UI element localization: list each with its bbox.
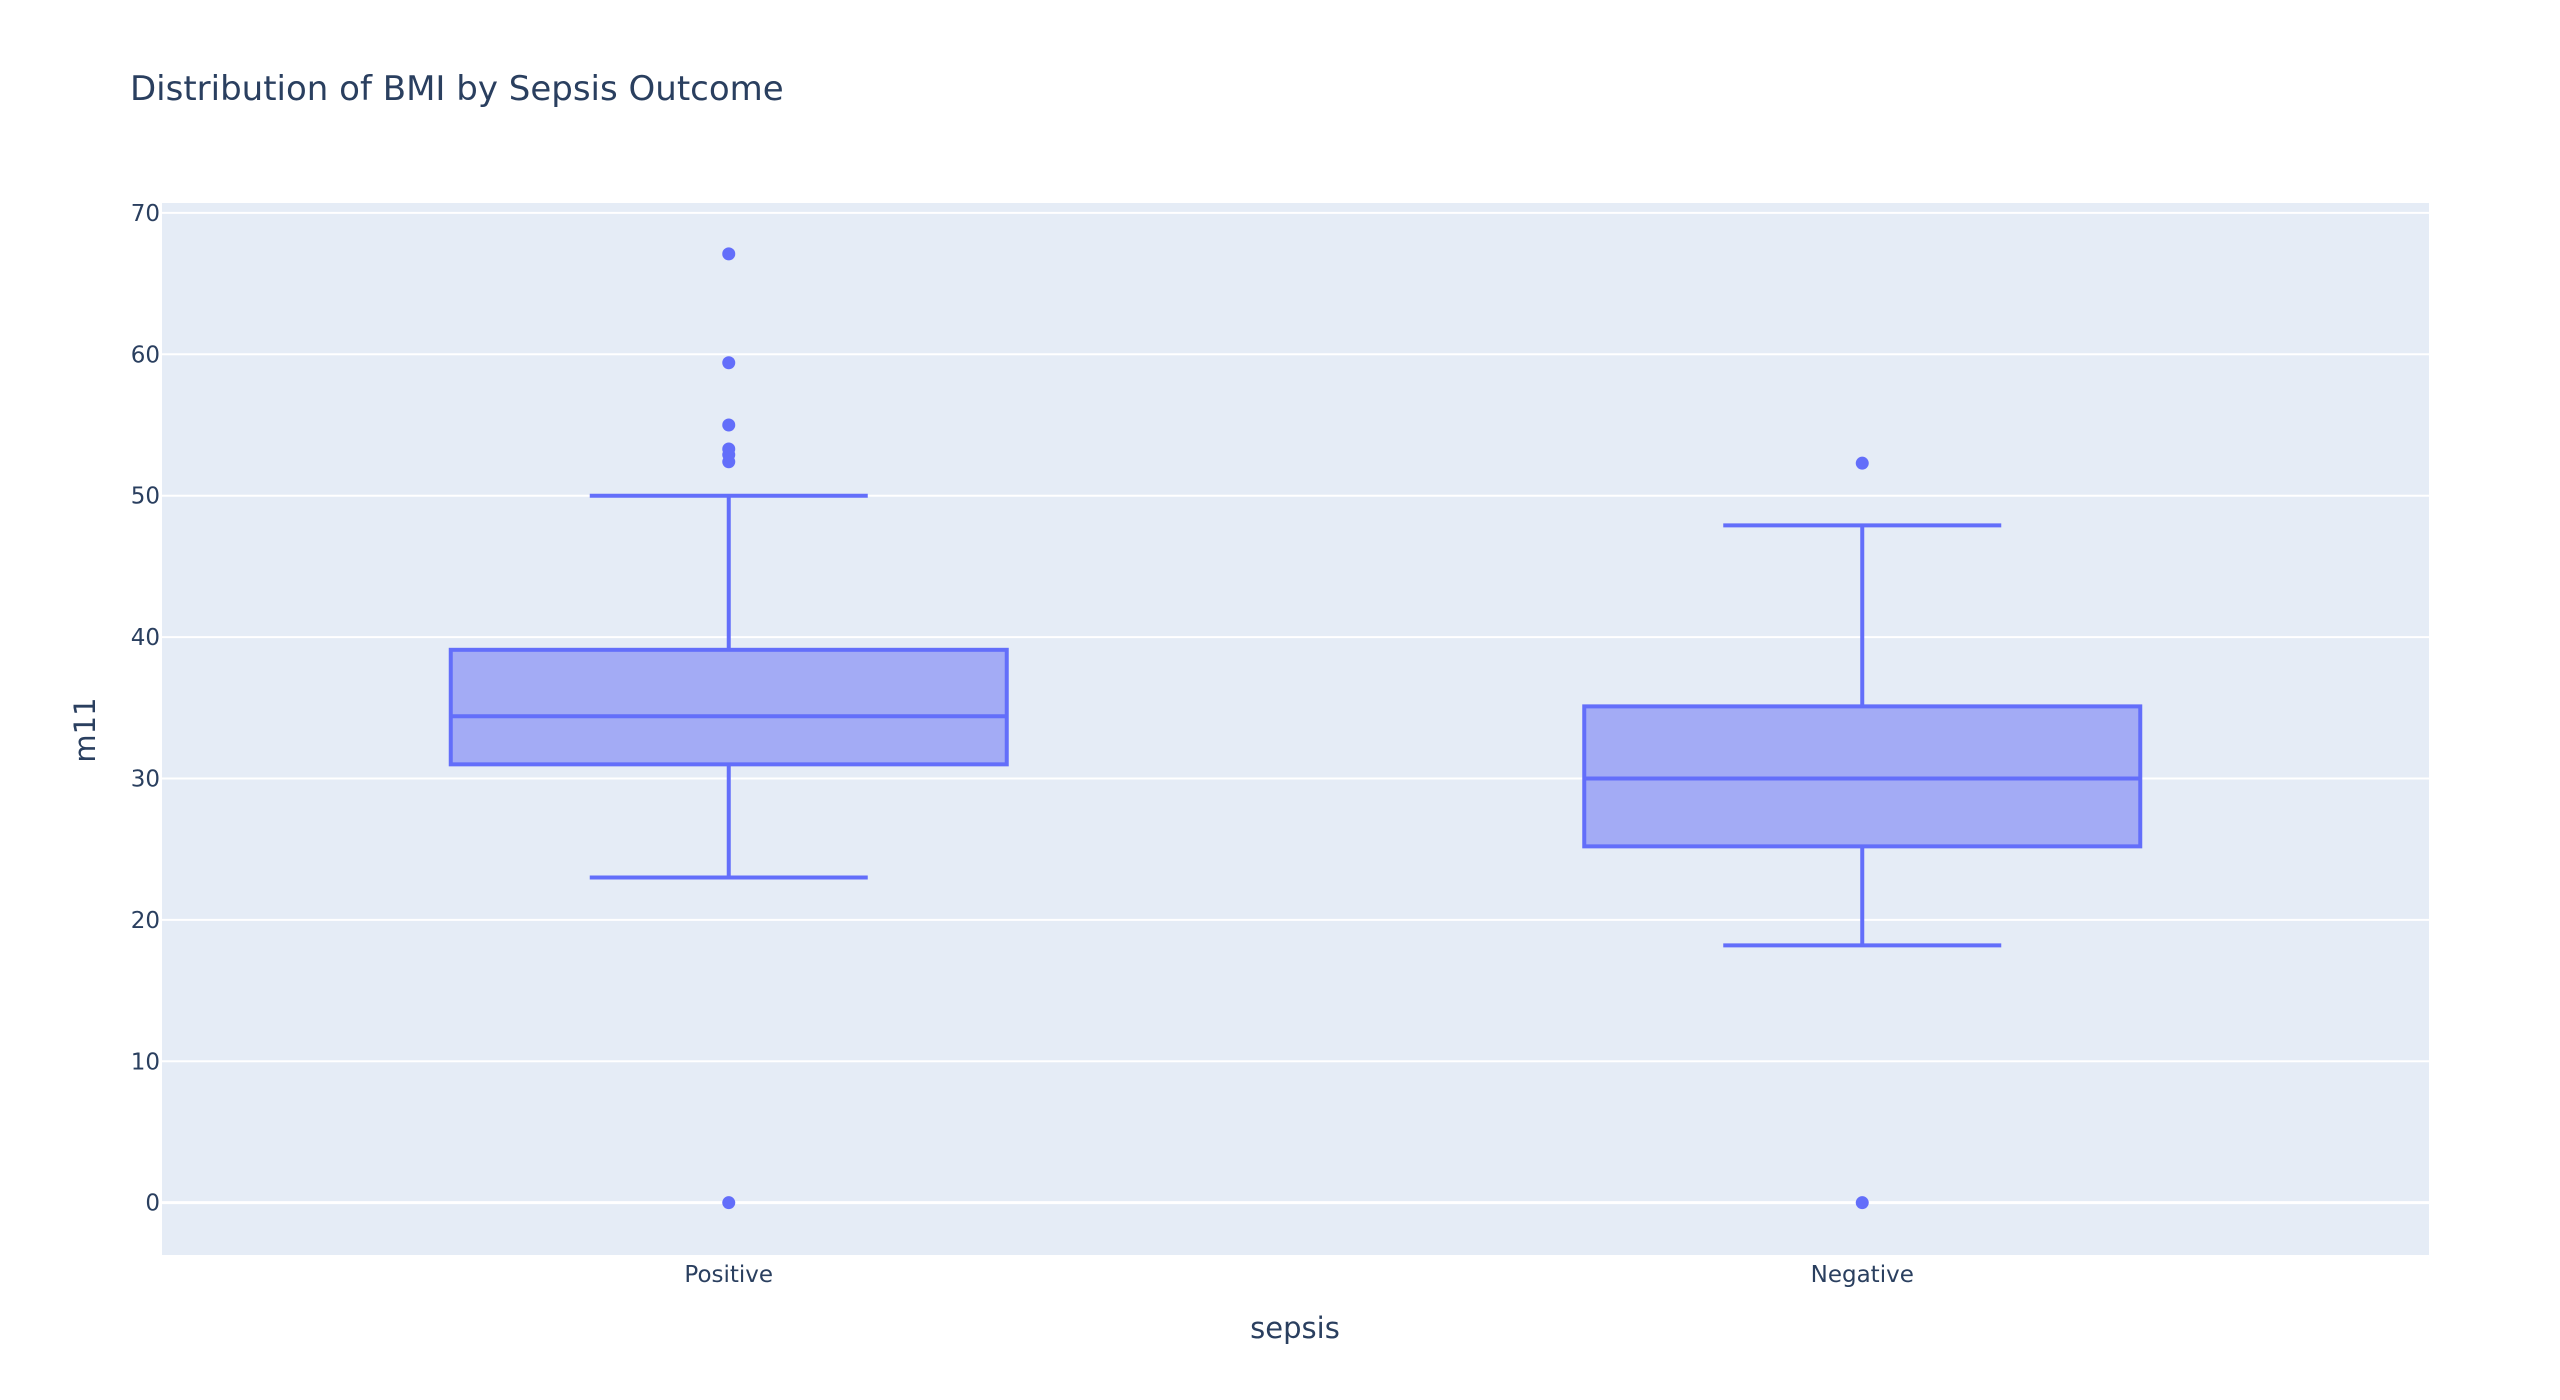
y-tick-label-40: 40 [131, 625, 160, 651]
outlier-point-positive-6 [722, 247, 736, 261]
x-tick-label-positive: Positive [684, 1262, 773, 1288]
box-positive [448, 247, 1009, 1210]
outlier-point-positive-0 [722, 1196, 736, 1210]
y-tick-label-20: 20 [131, 908, 160, 934]
x-axis-title: sepsis [1250, 1311, 1340, 1345]
outlier-point-negative-0 [1855, 1196, 1869, 1210]
outlier-point-negative-1 [1855, 456, 1869, 470]
y-tick-label-30: 30 [131, 766, 160, 792]
y-axis-title: m11 [68, 697, 102, 762]
y-tick-labels: 0 10 20 30 40 50 60 70 [131, 201, 160, 1217]
outlier-point-positive-4 [722, 418, 736, 432]
y-tick-label-0: 0 [145, 1191, 160, 1217]
x-tick-labels: Positive Negative [684, 1262, 1913, 1288]
y-tick-label-60: 60 [131, 342, 160, 368]
y-tick-label-10: 10 [131, 1049, 160, 1075]
y-tick-label-50: 50 [131, 484, 160, 510]
iqr-box-negative [1582, 704, 2143, 849]
x-tick-label-negative: Negative [1811, 1262, 1914, 1288]
box-negative [1582, 456, 2143, 1210]
outlier-point-positive-3 [722, 442, 736, 456]
iqr-box-positive [448, 647, 1009, 767]
chart-title: Distribution of BMI by Sepsis Outcome [130, 69, 784, 109]
box-series [448, 247, 2143, 1210]
y-tick-label-70: 70 [131, 201, 160, 227]
grid-lines [162, 211, 2429, 1205]
outlier-point-positive-5 [722, 356, 736, 370]
